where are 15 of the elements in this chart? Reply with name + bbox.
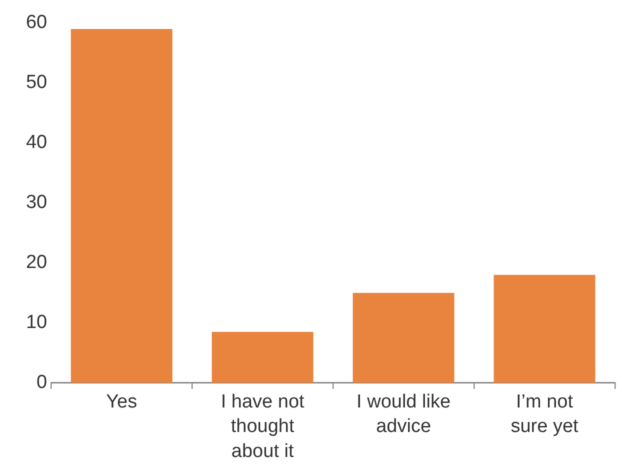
x-tick-label: I would like advice — [356, 391, 451, 438]
x-tick-label: Yes — [106, 391, 138, 412]
y-tick-label: 30 — [26, 192, 48, 214]
y-tick-label: 10 — [26, 312, 48, 334]
x-tick-label: I’m not sure yet — [510, 391, 580, 438]
y-tick-label: 40 — [26, 132, 48, 154]
bar — [494, 274, 596, 383]
y-tick-label: 50 — [26, 72, 48, 94]
y-tick-label: 0 — [36, 372, 48, 394]
y-tick-label: 20 — [26, 252, 48, 274]
y-tick-label: 60 — [26, 12, 48, 34]
x-tick-label: I have not thought about it — [220, 391, 306, 462]
bar — [70, 29, 172, 383]
bar — [212, 332, 314, 383]
bar — [352, 292, 454, 383]
